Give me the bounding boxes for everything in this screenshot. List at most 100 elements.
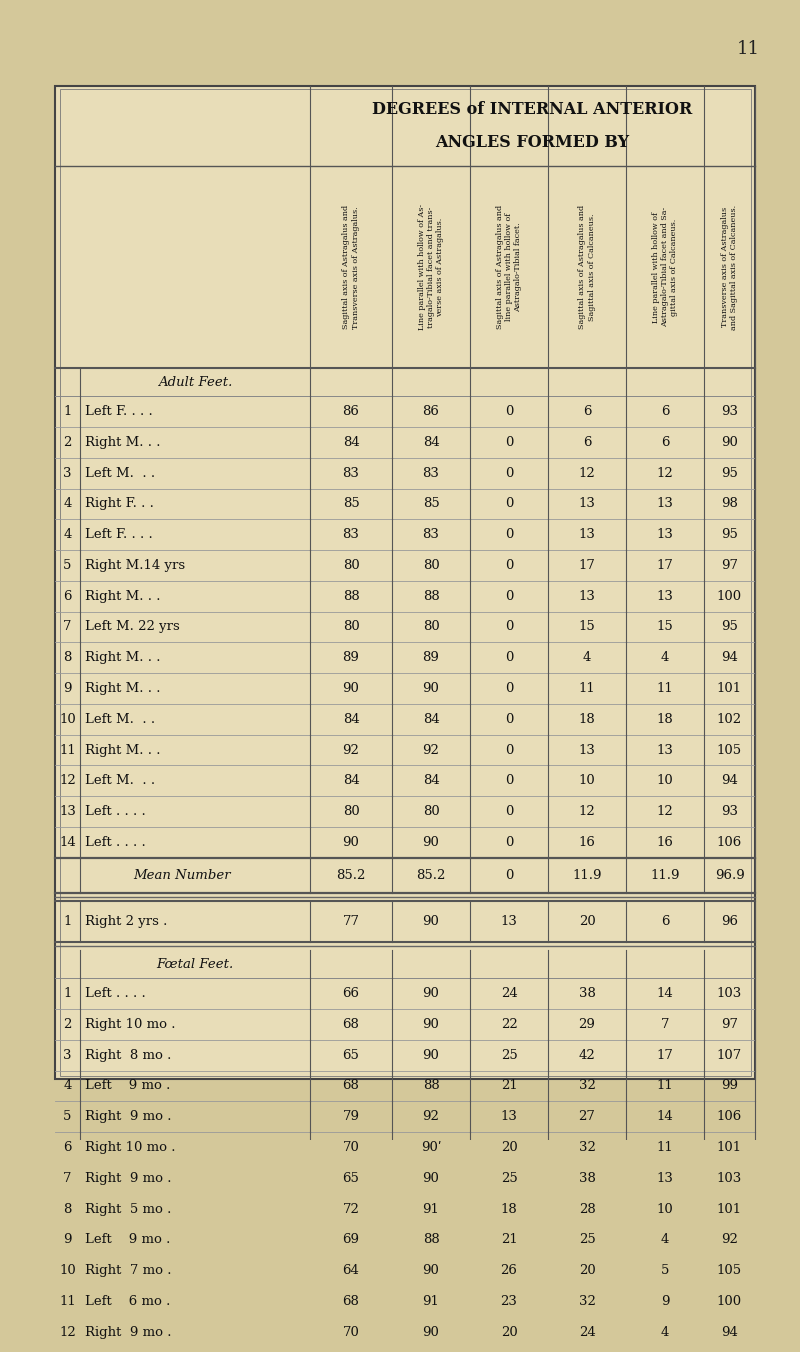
Text: Left M. 22 yrs: Left M. 22 yrs bbox=[85, 621, 180, 634]
Text: 65: 65 bbox=[342, 1049, 359, 1061]
Text: 1: 1 bbox=[63, 406, 72, 418]
Text: 6: 6 bbox=[582, 435, 591, 449]
Text: 90ʹ: 90ʹ bbox=[421, 1141, 442, 1155]
Text: 80: 80 bbox=[342, 621, 359, 634]
Text: 86: 86 bbox=[422, 406, 439, 418]
Text: 12: 12 bbox=[59, 775, 76, 787]
Text: Left . . . .: Left . . . . bbox=[85, 836, 146, 849]
Text: 89: 89 bbox=[342, 652, 359, 664]
Text: 13: 13 bbox=[578, 589, 595, 603]
Text: Fœtal Feet.: Fœtal Feet. bbox=[156, 957, 234, 971]
Text: 94: 94 bbox=[721, 775, 738, 787]
Text: DEGREES of INTERNAL ANTERIOR: DEGREES of INTERNAL ANTERIOR bbox=[372, 100, 693, 118]
Text: 95: 95 bbox=[721, 529, 738, 541]
Text: 5: 5 bbox=[661, 1264, 669, 1278]
Text: Right M. . .: Right M. . . bbox=[85, 744, 161, 757]
Text: Line parallel with hollow of
Astragalo-Tibial facet and Sa-
gittal axis of Calca: Line parallel with hollow of Astragalo-T… bbox=[652, 207, 678, 327]
Text: 20: 20 bbox=[501, 1325, 518, 1338]
Text: 94: 94 bbox=[721, 1325, 738, 1338]
Text: 38: 38 bbox=[578, 987, 595, 1000]
Bar bbox=[59, 88, 750, 1076]
Text: Left F. . . .: Left F. . . . bbox=[85, 529, 153, 541]
Text: 8: 8 bbox=[63, 652, 72, 664]
Text: 84: 84 bbox=[342, 713, 359, 726]
Text: 13: 13 bbox=[501, 1110, 518, 1124]
Text: 96.9: 96.9 bbox=[714, 869, 744, 882]
Text: 7: 7 bbox=[661, 1018, 670, 1032]
Text: 85: 85 bbox=[342, 498, 359, 511]
Text: 0: 0 bbox=[505, 775, 513, 787]
Text: 101: 101 bbox=[717, 1202, 742, 1215]
Text: 72: 72 bbox=[342, 1202, 359, 1215]
Text: 70: 70 bbox=[342, 1325, 359, 1338]
Text: 4: 4 bbox=[661, 1233, 669, 1247]
Text: 3: 3 bbox=[63, 466, 72, 480]
Text: 13: 13 bbox=[657, 744, 674, 757]
Text: 83: 83 bbox=[342, 529, 359, 541]
Text: Line parallel with hollow of As-
tragalo-Tibial facet and trans-
verse axis of A: Line parallel with hollow of As- tragalo… bbox=[418, 204, 444, 330]
Text: Right M.14 yrs: Right M.14 yrs bbox=[85, 558, 185, 572]
Text: 77: 77 bbox=[342, 915, 359, 927]
Text: 1: 1 bbox=[63, 915, 72, 927]
Text: 11.9: 11.9 bbox=[650, 869, 680, 882]
Text: 9: 9 bbox=[63, 1233, 72, 1247]
Text: 92: 92 bbox=[422, 744, 439, 757]
Text: 13: 13 bbox=[657, 1172, 674, 1184]
Text: 84: 84 bbox=[422, 435, 439, 449]
Text: 16: 16 bbox=[657, 836, 674, 849]
Text: 6: 6 bbox=[661, 406, 670, 418]
Text: 0: 0 bbox=[505, 406, 513, 418]
Text: 83: 83 bbox=[422, 466, 439, 480]
Text: Mean Number: Mean Number bbox=[134, 869, 231, 882]
Text: Right  9 mo .: Right 9 mo . bbox=[85, 1325, 171, 1338]
Text: 6: 6 bbox=[582, 406, 591, 418]
Text: 98: 98 bbox=[721, 498, 738, 511]
Text: 88: 88 bbox=[342, 589, 359, 603]
Text: 84: 84 bbox=[342, 435, 359, 449]
Text: Right  8 mo .: Right 8 mo . bbox=[85, 1049, 171, 1061]
Text: Left    9 mo .: Left 9 mo . bbox=[85, 1079, 170, 1092]
Text: 4: 4 bbox=[63, 1079, 72, 1092]
Text: 14: 14 bbox=[657, 987, 674, 1000]
Text: 10: 10 bbox=[578, 775, 595, 787]
Text: 17: 17 bbox=[657, 558, 674, 572]
Text: 4: 4 bbox=[661, 652, 669, 664]
Text: 0: 0 bbox=[505, 713, 513, 726]
Text: Right M. . .: Right M. . . bbox=[85, 435, 161, 449]
Text: 83: 83 bbox=[342, 466, 359, 480]
Text: Left . . . .: Left . . . . bbox=[85, 987, 146, 1000]
Text: 6: 6 bbox=[63, 1141, 72, 1155]
Text: 13: 13 bbox=[501, 915, 518, 927]
Text: 85.2: 85.2 bbox=[336, 869, 366, 882]
Text: 25: 25 bbox=[501, 1049, 518, 1061]
Text: 11: 11 bbox=[657, 1141, 674, 1155]
Text: 0: 0 bbox=[505, 681, 513, 695]
Text: 17: 17 bbox=[578, 558, 595, 572]
Text: 9: 9 bbox=[661, 1295, 670, 1307]
Text: 95: 95 bbox=[721, 466, 738, 480]
Text: 6: 6 bbox=[661, 915, 670, 927]
Text: 24: 24 bbox=[501, 987, 518, 1000]
Text: 2: 2 bbox=[63, 1018, 72, 1032]
Text: 100: 100 bbox=[717, 589, 742, 603]
Text: 90: 90 bbox=[422, 681, 439, 695]
Text: 20: 20 bbox=[501, 1141, 518, 1155]
Text: 4: 4 bbox=[661, 1325, 669, 1338]
Text: 13: 13 bbox=[578, 498, 595, 511]
Text: 0: 0 bbox=[505, 744, 513, 757]
Text: 6: 6 bbox=[661, 435, 670, 449]
Text: ANGLES FORMED BY: ANGLES FORMED BY bbox=[435, 134, 630, 151]
Text: 84: 84 bbox=[342, 775, 359, 787]
Text: 80: 80 bbox=[422, 558, 439, 572]
Text: 11.9: 11.9 bbox=[572, 869, 602, 882]
Text: 0: 0 bbox=[505, 652, 513, 664]
Text: 90: 90 bbox=[342, 836, 359, 849]
Text: 0: 0 bbox=[505, 589, 513, 603]
Text: 103: 103 bbox=[717, 987, 742, 1000]
Text: 90: 90 bbox=[422, 836, 439, 849]
Text: Left M.  . .: Left M. . . bbox=[85, 775, 155, 787]
Text: Right 2 yrs .: Right 2 yrs . bbox=[85, 915, 167, 927]
Text: 80: 80 bbox=[422, 621, 439, 634]
Text: 0: 0 bbox=[505, 435, 513, 449]
Text: 13: 13 bbox=[59, 804, 76, 818]
